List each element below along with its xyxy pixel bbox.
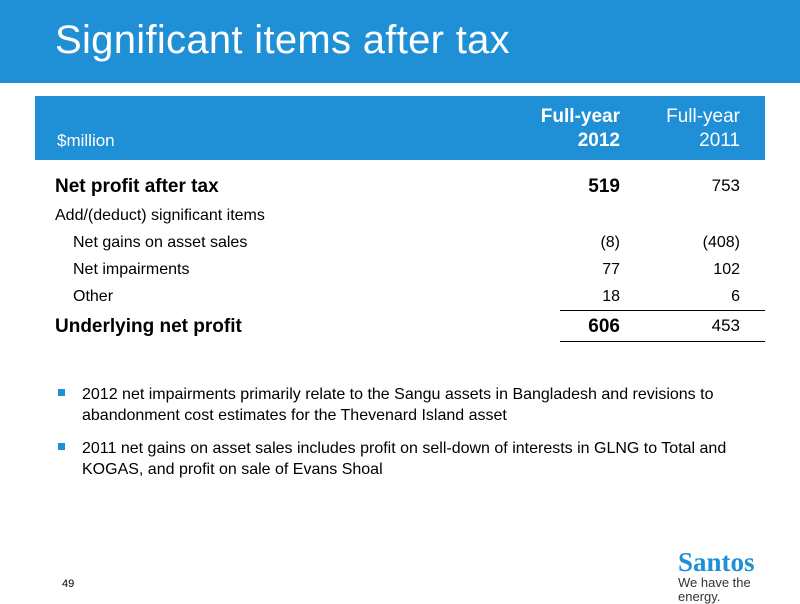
bullet-text: 2011 net gains on asset sales includes p… [82,440,727,478]
value-2012: 606 [588,316,620,337]
value-2011: (408) [702,234,740,251]
column-header-2012: Full-year 2012 [510,105,620,153]
bullet-square-icon [58,443,65,450]
page-title: Significant items after tax [55,18,510,62]
logo-brand: Santos [678,547,755,577]
value-2011: 6 [731,288,740,305]
column-header-2011: Full-year 2011 [635,105,740,153]
page-number: 49 [62,578,75,590]
total-rule [560,341,765,342]
value-2011: 753 [711,176,740,195]
value-2011: 453 [711,316,740,335]
bullet-item: 2011 net gains on asset sales includes p… [58,438,758,480]
row-label: Net impairments [73,261,190,278]
row-label: Net gains on asset sales [73,234,248,251]
unit-label: $million [57,131,115,150]
value-2012: (8) [600,234,620,251]
column-header-2011-line1: Full-year [666,106,740,127]
bullet-square-icon [58,389,65,396]
column-header-2012-line2: 2012 [577,130,620,151]
column-header-2012-line1: Full-year [540,106,620,127]
santos-logo: Santos We have the energy. [678,548,778,604]
row-label: Underlying net profit [55,316,242,337]
table-header: $million Full-year 2012 Full-year 2011 [35,96,765,160]
value-2012: 77 [602,261,620,278]
row-label: Add/(deduct) significant items [55,207,265,224]
bullet-item: 2012 net impairments primarily relate to… [58,384,758,426]
column-header-2011-line2: 2011 [699,130,740,151]
value-2011: 102 [713,261,740,278]
value-2012: 519 [588,176,620,197]
row-label: Net profit after tax [55,176,219,197]
bullet-list: 2012 net impairments primarily relate to… [58,384,758,492]
bullet-text: 2012 net impairments primarily relate to… [82,386,714,424]
subtotal-rule [560,310,765,311]
title-bar: Significant items after tax [0,0,800,83]
value-2012: 18 [602,288,620,305]
row-label: Other [73,288,114,305]
